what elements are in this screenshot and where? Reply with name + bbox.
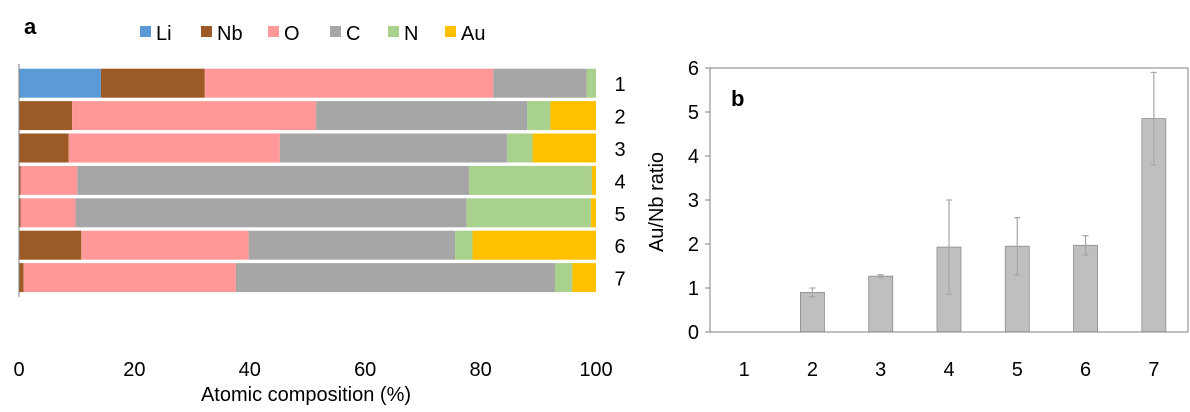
panel-b-label: b	[731, 86, 744, 111]
bar-segment-o-row-1	[204, 68, 494, 98]
panel-a-category-label: 5	[614, 204, 625, 226]
panel-a-x-axis: 0 20 40 60 80 100	[13, 64, 613, 381]
bar-segment-nb-row-4	[19, 165, 21, 195]
panel-b-error-bar-5	[1014, 217, 1021, 276]
legend-label-nb: Nb	[217, 23, 243, 45]
bar-segment-c-row-2	[316, 101, 528, 131]
bar-segment-au-row-4	[591, 165, 596, 195]
panel-b-y-tick-label: 1	[688, 278, 699, 300]
bar-segment-c-row-3	[279, 133, 508, 163]
legend-label-c: C	[346, 23, 360, 45]
panel-b-y-tick-label: 2	[688, 234, 699, 256]
bar-segment-au-row-7	[572, 263, 596, 293]
panel-b-error-bar-3	[877, 274, 884, 279]
bar-segment-o-row-5	[20, 198, 76, 228]
bar-segment-n-row-2	[527, 101, 551, 131]
panel-b-y-tick-label: 6	[688, 58, 699, 80]
bar-segment-o-row-4	[20, 165, 78, 195]
legend-swatch-c	[330, 26, 341, 37]
bar-segment-o-row-3	[68, 133, 280, 163]
panel-b-y-tick-label: 3	[688, 190, 699, 212]
panel-b-x-tick-label: 6	[1080, 359, 1091, 381]
bar-segment-n-row-4	[469, 165, 592, 195]
panel-b-error-bar-2	[809, 287, 816, 298]
panel-b-y-axis-title: Au/Nb ratio	[646, 152, 668, 252]
panel-b-error-bar-4	[946, 199, 952, 295]
bar-segment-au-row-3	[532, 133, 596, 163]
bar-segment-n-row-6	[455, 230, 473, 260]
bar-segment-n-row-7	[555, 263, 573, 293]
panel-b-x-tick-label: 3	[875, 359, 886, 381]
legend-swatch-au	[445, 26, 456, 37]
legend-swatch-n	[388, 26, 399, 37]
panel-a-category-label: 6	[614, 236, 625, 258]
legend-label-o: O	[284, 23, 300, 45]
panel-a-category-label: 4	[614, 171, 625, 193]
panel-a-category-label: 1	[614, 74, 625, 96]
bar-segment-c-row-6	[248, 230, 456, 260]
bar-segment-o-row-7	[23, 263, 236, 293]
panel-b-x-tick-label: 7	[1148, 359, 1159, 381]
panel-b-bar-3	[868, 275, 894, 333]
panel-a-x-tick-label: 40	[239, 359, 261, 381]
panel-a-x-axis-title: Atomic composition (%)	[201, 384, 411, 406]
bar-segment-nb-row-6	[19, 230, 82, 260]
legend-swatch-li	[140, 26, 151, 37]
panel-a-x-tick-label: 80	[469, 359, 491, 381]
panel-b-x-tick-label: 2	[807, 359, 818, 381]
panel-b-y-tick-label: 0	[688, 322, 699, 344]
panel-a-bars	[19, 68, 596, 293]
bar-segment-au-row-5	[590, 198, 596, 228]
panel-b-y-tick-label: 5	[688, 102, 699, 124]
panel-a-label: a	[24, 14, 37, 39]
panel-a-category-labels: 1 2 3 4 5 6 7	[614, 74, 625, 290]
panel-b-error-bar-6	[1082, 235, 1089, 256]
bar-segment-nb-row-3	[19, 133, 69, 163]
panel-a-x-tick-label: 100	[579, 359, 612, 381]
panel-a-legend: Li Nb O C N Au	[140, 23, 485, 45]
panel-b-bar-2	[800, 291, 825, 333]
legend-label-n: N	[404, 23, 418, 45]
panel-a-x-tick-label: 0	[13, 359, 24, 381]
panel-a-x-tick-label: 60	[354, 359, 376, 381]
bar-segment-o-row-6	[81, 230, 249, 260]
bar-segment-c-row-7	[235, 263, 556, 293]
panel-b-plot-area	[710, 67, 1189, 332]
panel-a-category-label: 7	[614, 269, 625, 291]
panel-b-y-tick-label: 4	[688, 146, 699, 168]
bar-segment-nb-row-5	[19, 198, 21, 228]
panel-b-axes: 0 1 2 3 4 5 6 1 2 3 4 5 6 7	[688, 58, 1188, 381]
bar-segment-n-row-1	[586, 68, 596, 98]
panel-a-x-tick-label: 20	[123, 359, 145, 381]
legend-label-li: Li	[156, 23, 172, 45]
bar-segment-nb-row-2	[19, 101, 73, 131]
panel-b-x-tick-label: 5	[1012, 359, 1023, 381]
panel-b-bars	[800, 71, 1167, 333]
panel-a-category-label: 2	[614, 107, 625, 129]
panel-b-error-bar-7	[1150, 71, 1157, 166]
bar-segment-c-row-1	[493, 68, 587, 98]
bar-segment-nb-row-7	[19, 263, 24, 293]
panel-b-bar-6	[1073, 244, 1098, 333]
legend-swatch-nb	[201, 26, 212, 37]
panel-b-x-tick-label: 4	[943, 359, 954, 381]
legend-swatch-o	[268, 26, 279, 37]
panel-b-x-tick-label: 1	[739, 359, 750, 381]
bar-segment-c-row-4	[77, 165, 470, 195]
legend-label-au: Au	[461, 23, 485, 45]
panel-b-bar-chart: b 0 1 2 3 4 5 6 1 2 3 4 5 6 7 Au/Nb ratio	[646, 58, 1189, 381]
bar-segment-c-row-5	[75, 198, 467, 228]
bar-segment-n-row-3	[507, 133, 533, 163]
bar-segment-au-row-6	[472, 230, 596, 260]
bar-segment-o-row-2	[72, 101, 317, 131]
bar-segment-nb-row-1	[100, 68, 205, 98]
bar-segment-li-row-1	[19, 68, 101, 98]
bar-segment-n-row-5	[466, 198, 591, 228]
panel-a-category-label: 3	[614, 139, 625, 161]
bar-segment-au-row-2	[550, 101, 596, 131]
panel-a-stacked-bar-chart: a Li Nb O C N Au 0 20 40 60 80 100 1 2 3 4 5 6 7 Atomic …	[13, 14, 625, 406]
